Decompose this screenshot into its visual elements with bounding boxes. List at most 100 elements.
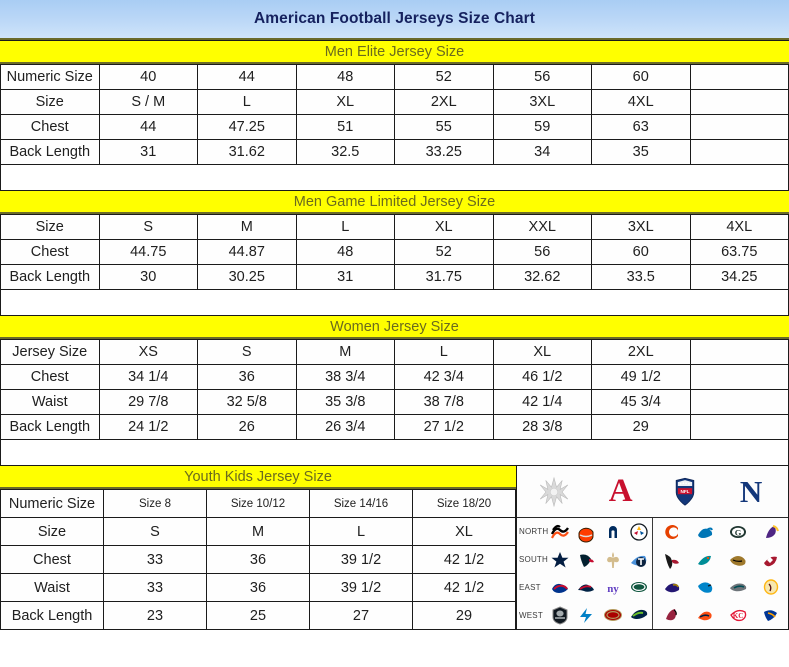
data-cell: 56	[492, 64, 592, 90]
lions-logo-icon	[695, 522, 715, 542]
size-sections: Men Elite Jersey Size Numeric Size 40 44 48 5…	[0, 40, 789, 465]
data-cell: 35	[591, 139, 691, 165]
size-table: Jersey Size XS S M L XL 2XL Chest 34 1/4 36 38 3/4…	[0, 339, 789, 440]
data-cell: 32.62	[492, 264, 592, 290]
texans-logo-icon	[576, 550, 596, 570]
section-spacer	[0, 290, 789, 315]
table-row: Back Length 31 31.62 32.5 33.25 34 35	[0, 139, 789, 165]
svg-text:G: G	[735, 527, 742, 537]
saints-logo-icon	[603, 550, 623, 570]
data-cell: 42 1/4	[492, 389, 592, 415]
data-cell: 34	[492, 139, 592, 165]
data-cell: L	[197, 89, 297, 115]
row-header-cell: Numeric Size	[0, 489, 104, 518]
data-cell: 27	[309, 601, 413, 630]
data-cell: M	[197, 214, 297, 240]
section-banner-label: Men Game Limited Jersey Size	[293, 193, 496, 210]
data-cell: 60	[591, 64, 691, 90]
data-cell: 44	[197, 64, 297, 90]
row-header-cell: Jersey Size	[0, 339, 100, 365]
team-logo-strip	[655, 550, 788, 570]
data-cell: 39 1/2	[309, 545, 413, 574]
data-cell: 31.62	[197, 139, 297, 165]
table-row: Chest 33 36 39 1/2 42 1/2	[0, 545, 516, 574]
data-cell: 42 1/2	[412, 545, 516, 574]
data-cell: XL	[412, 517, 516, 546]
row-header-cell: Chest	[0, 545, 104, 574]
division-grid: NORTH SOUTH	[517, 518, 788, 629]
data-cell: 26	[197, 414, 297, 440]
data-cell: 32 5/8	[197, 389, 297, 415]
row-header-cell: Back Length	[0, 264, 100, 290]
page-title-bar: American Football Jerseys Size Chart	[0, 0, 789, 40]
data-cell: 30.25	[197, 264, 297, 290]
eagles-logo-icon	[728, 577, 748, 597]
section-banner-label: Women Jersey Size	[330, 318, 459, 335]
data-cell: L	[309, 517, 413, 546]
data-cell: 56	[492, 239, 592, 265]
data-cell: 23	[103, 601, 207, 630]
data-cell: 24 1/2	[98, 414, 198, 440]
patriots-logo-icon	[576, 577, 596, 597]
data-cell: S / M	[98, 89, 198, 115]
data-cell: 4XL	[689, 214, 789, 240]
table-row: Numeric Size Size 8 Size 10/12 Size 14/16 Si…	[0, 489, 516, 518]
table-row: Numeric Size 40 44 48 52 56 60	[0, 64, 789, 90]
data-cell: 35 3/8	[295, 389, 395, 415]
division-row-east: EAST ny	[517, 574, 652, 602]
row-header-cell: Waist	[0, 389, 100, 415]
division-row-north: NORTH G	[653, 518, 788, 546]
data-cell: 44.75	[98, 239, 198, 265]
data-cell: 26 3/4	[295, 414, 395, 440]
division-row-west: WEST KC	[653, 601, 788, 629]
team-logo-strip	[547, 605, 652, 625]
data-cell: 3XL	[492, 89, 592, 115]
row-header-cell: Chest	[0, 114, 100, 140]
data-cell: 34.25	[689, 264, 789, 290]
browns-logo-icon	[576, 522, 596, 543]
division-row-south: SOUTH	[517, 546, 652, 574]
afc-letter-icon: A	[608, 473, 633, 509]
data-cell: 29	[591, 414, 691, 440]
data-cell: Size 18/20	[412, 489, 516, 518]
youth-table: Numeric Size Size 8 Size 10/12 Size 14/16 Si…	[0, 489, 516, 630]
section-banner: Men Game Limited Jersey Size	[0, 190, 789, 214]
section-spacer	[0, 440, 789, 465]
bengals-logo-icon	[550, 522, 570, 542]
division-row-south: SOUTH	[653, 546, 788, 574]
data-cell: 36	[206, 573, 310, 602]
division-row-west: WEST	[517, 601, 652, 629]
youth-banner-label: Youth Kids Jersey Size	[184, 468, 332, 485]
49ers-logo-icon	[603, 605, 623, 625]
cowboys-logo-icon	[550, 550, 570, 570]
row-header-cell: Size	[0, 89, 100, 115]
afc-logo-cell: A	[587, 475, 653, 508]
seahawks-logo-icon	[629, 605, 649, 625]
row-header-cell: Size	[0, 517, 104, 546]
data-cell: 42 3/4	[394, 364, 494, 390]
chiefs-logo-icon: KC	[728, 605, 748, 625]
division-label: NORTH	[519, 527, 549, 537]
table-row: Chest 34 1/4 36 38 3/4 42 3/4 46 1/2 49 1/2	[0, 364, 789, 390]
table-row: Size S / M L XL 2XL 3XL 4XL	[0, 89, 789, 115]
empty-cell	[689, 114, 789, 140]
data-cell: XS	[98, 339, 198, 365]
data-cell: 52	[394, 64, 494, 90]
svg-text:ny: ny	[607, 583, 619, 595]
table-row: Size S M L XL	[0, 517, 516, 546]
nfc-logo-cell: N	[718, 476, 784, 507]
data-cell: 27 1/2	[394, 414, 494, 440]
data-cell: XXL	[492, 214, 592, 240]
team-logo-strip	[547, 550, 652, 570]
nfl-shield-cell: NFL	[653, 477, 719, 507]
data-cell: 55	[394, 114, 494, 140]
cardinals-logo-icon	[662, 605, 682, 625]
data-cell: 63.75	[689, 239, 789, 265]
data-cell: L	[394, 339, 494, 365]
empty-cell	[689, 389, 789, 415]
table-row: Chest 44.75 44.87 48 52 56 60 63.75	[0, 239, 789, 265]
team-logo-strip: ny	[547, 577, 652, 597]
data-cell: 32.5	[295, 139, 395, 165]
steelers-logo-icon	[629, 522, 649, 542]
